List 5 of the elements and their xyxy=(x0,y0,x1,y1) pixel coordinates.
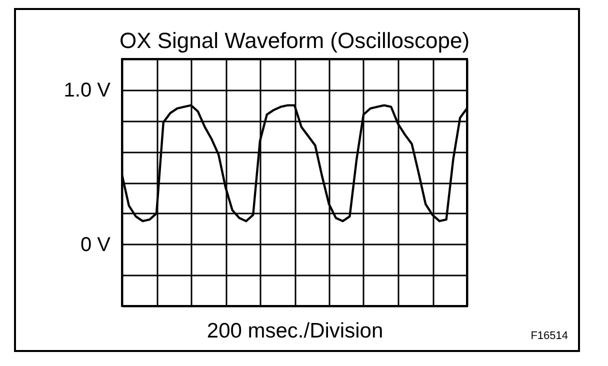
x-axis-title: 200 msec./Division xyxy=(206,320,384,342)
chart-title: OX Signal Waveform (Oscilloscope) xyxy=(119,28,470,53)
y-tick-label: 1.0 V xyxy=(64,79,112,102)
y-tick-label: 0 V xyxy=(80,234,112,256)
text: F16514 xyxy=(530,330,568,342)
